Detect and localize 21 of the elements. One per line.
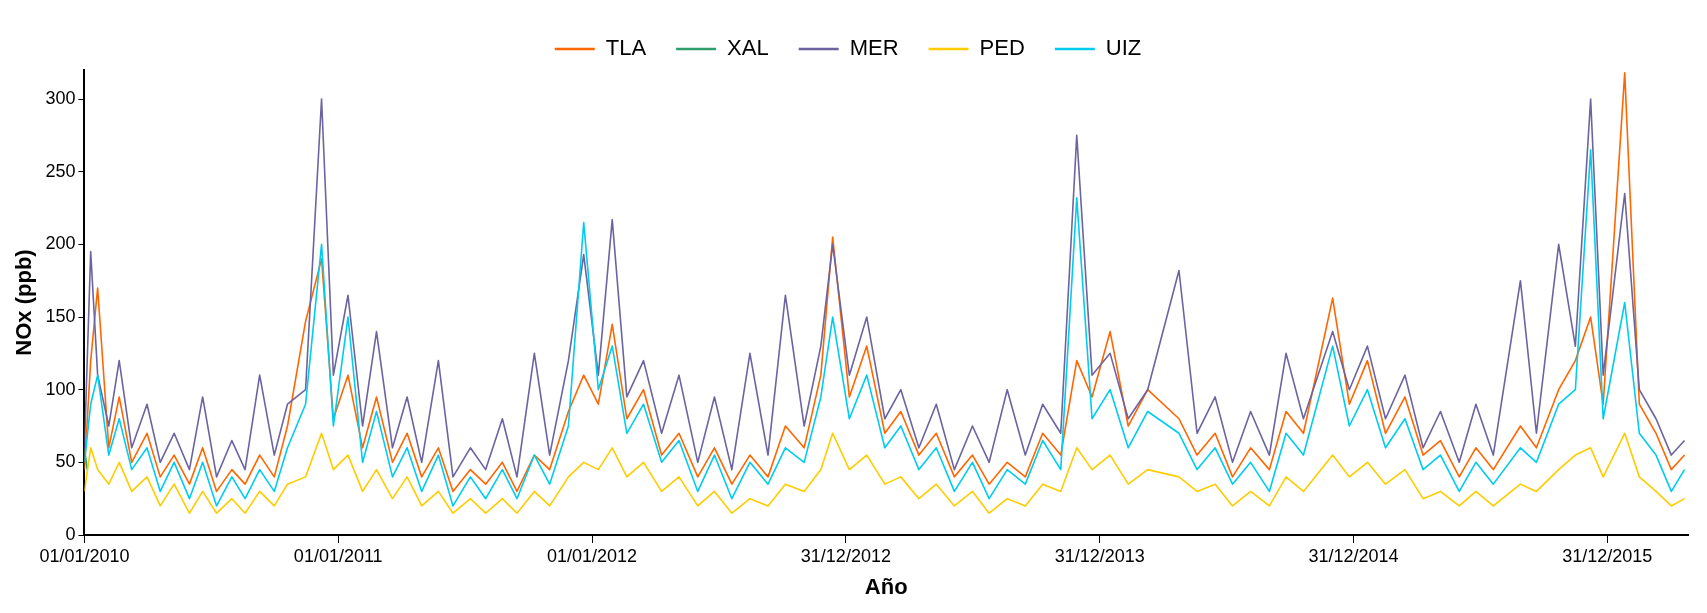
x-tick-label: 31/12/2014 bbox=[1308, 545, 1399, 566]
x-tick-label: 01/01/2011 bbox=[293, 545, 383, 566]
y-tick-label: 50 bbox=[55, 451, 76, 472]
legend-label: UIZ bbox=[1105, 35, 1142, 61]
y-tick-label: 150 bbox=[45, 306, 76, 326]
legend-label: TLA bbox=[605, 35, 647, 61]
x-tick-label: 31/12/2013 bbox=[1054, 545, 1145, 566]
y-tick-label: 100 bbox=[45, 378, 76, 399]
y-tick-label: 200 bbox=[45, 233, 76, 254]
x-axis-title: Año bbox=[864, 573, 908, 599]
x-tick-label: 31/12/2012 bbox=[800, 545, 891, 566]
y-tick-label: 0 bbox=[65, 523, 76, 544]
x-tick-label: 01/01/2012 bbox=[547, 545, 638, 566]
y-tick-label: 250 bbox=[45, 160, 76, 181]
x-tick-label: 31/12/2015 bbox=[1562, 545, 1653, 566]
y-tick-label: 300 bbox=[45, 88, 76, 109]
y-axis-title: NOx (ppb) bbox=[11, 249, 37, 356]
legend-label: PED bbox=[979, 35, 1025, 61]
x-tick-label: 01/01/2010 bbox=[39, 545, 130, 566]
legend-label: XAL bbox=[727, 35, 769, 61]
legend-label: MER bbox=[849, 35, 899, 61]
